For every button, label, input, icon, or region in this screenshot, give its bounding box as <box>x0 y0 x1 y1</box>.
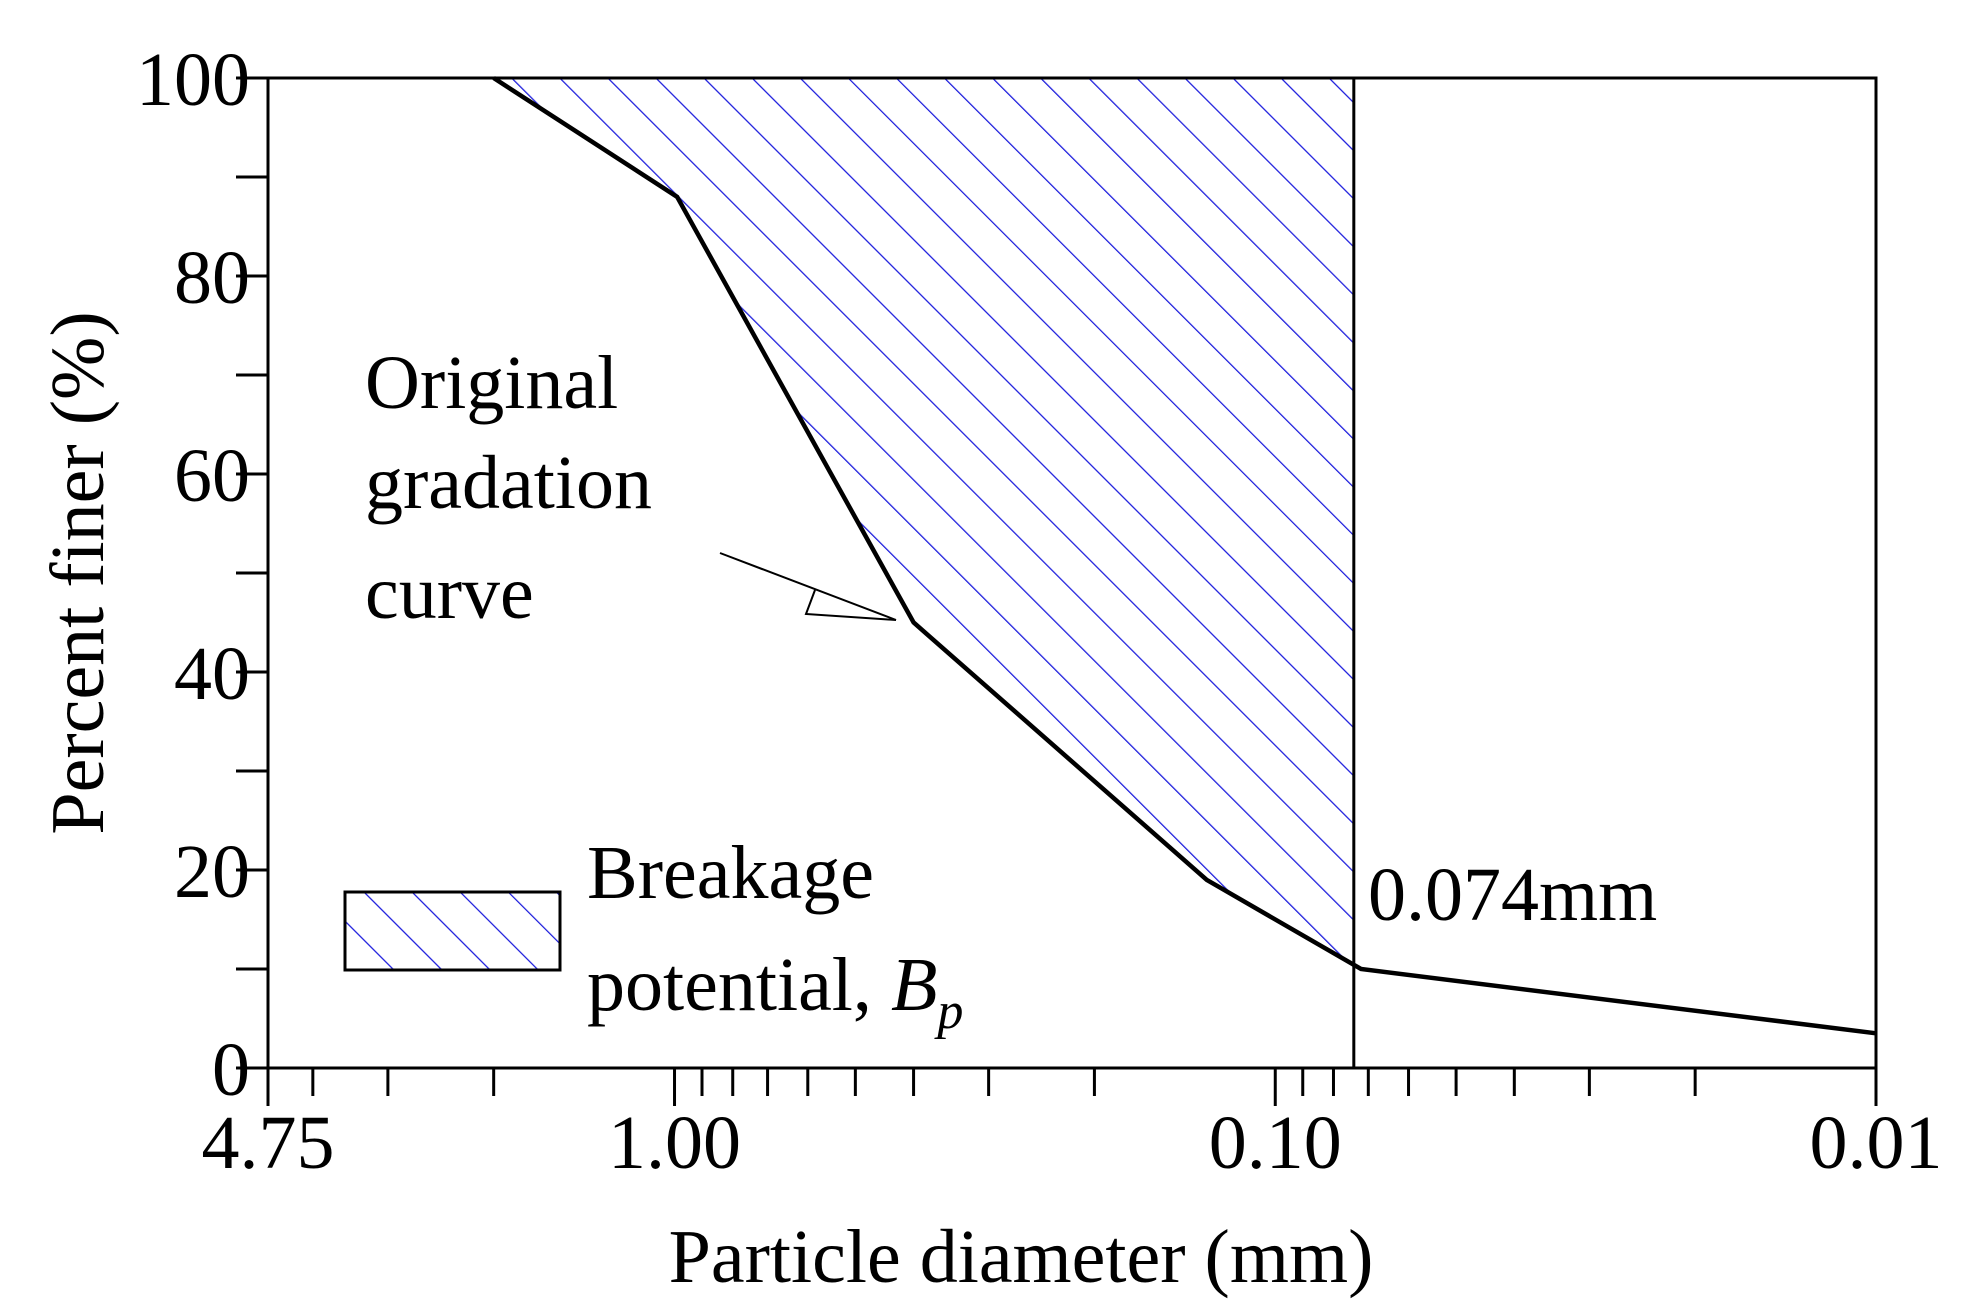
legend-label-line1: Breakage <box>587 831 874 915</box>
y-tick-label: 40 <box>174 632 250 716</box>
plot-area-frame <box>266 76 1878 1070</box>
legend-label-line2: potential, Bp <box>587 943 963 1040</box>
y-axis-ticks <box>236 76 268 1070</box>
y-tick-label: 0 <box>212 1028 250 1112</box>
x-axis-title: Particle diameter (mm) <box>669 1215 1374 1299</box>
legend-symbol-sub: p <box>933 983 963 1040</box>
breakage-potential-area <box>493 78 1354 965</box>
curve-label-line3: curve <box>365 551 534 635</box>
x-tick-label: 0.10 <box>1209 1101 1342 1185</box>
legend-symbol-main: B <box>891 943 937 1027</box>
legend-label-text: potential, <box>587 943 891 1027</box>
x-tick-label: 4.75 <box>202 1101 335 1185</box>
y-axis-title: Percent finer (%) <box>36 311 120 834</box>
y-tick-labels: 0 20 40 60 80 100 <box>136 38 250 1112</box>
y-tick-label: 60 <box>174 434 250 518</box>
curve-label-line1: Original <box>365 341 618 425</box>
x-tick-labels: 4.75 1.00 0.10 0.01 <box>202 1101 1943 1185</box>
x-tick-label: 0.01 <box>1810 1101 1943 1185</box>
y-tick-label: 80 <box>174 236 250 320</box>
y-tick-label: 100 <box>136 38 250 122</box>
curve-label-leader <box>719 552 897 621</box>
curve-label-line2: gradation <box>365 441 652 525</box>
boundary-label: 0.074mm <box>1368 853 1657 937</box>
x-tick-label: 1.00 <box>608 1101 741 1185</box>
x-axis-ticks <box>266 1068 1878 1106</box>
legend-swatch <box>343 890 562 972</box>
original-gradation-curve <box>492 76 1877 1036</box>
y-tick-label: 20 <box>174 830 250 914</box>
